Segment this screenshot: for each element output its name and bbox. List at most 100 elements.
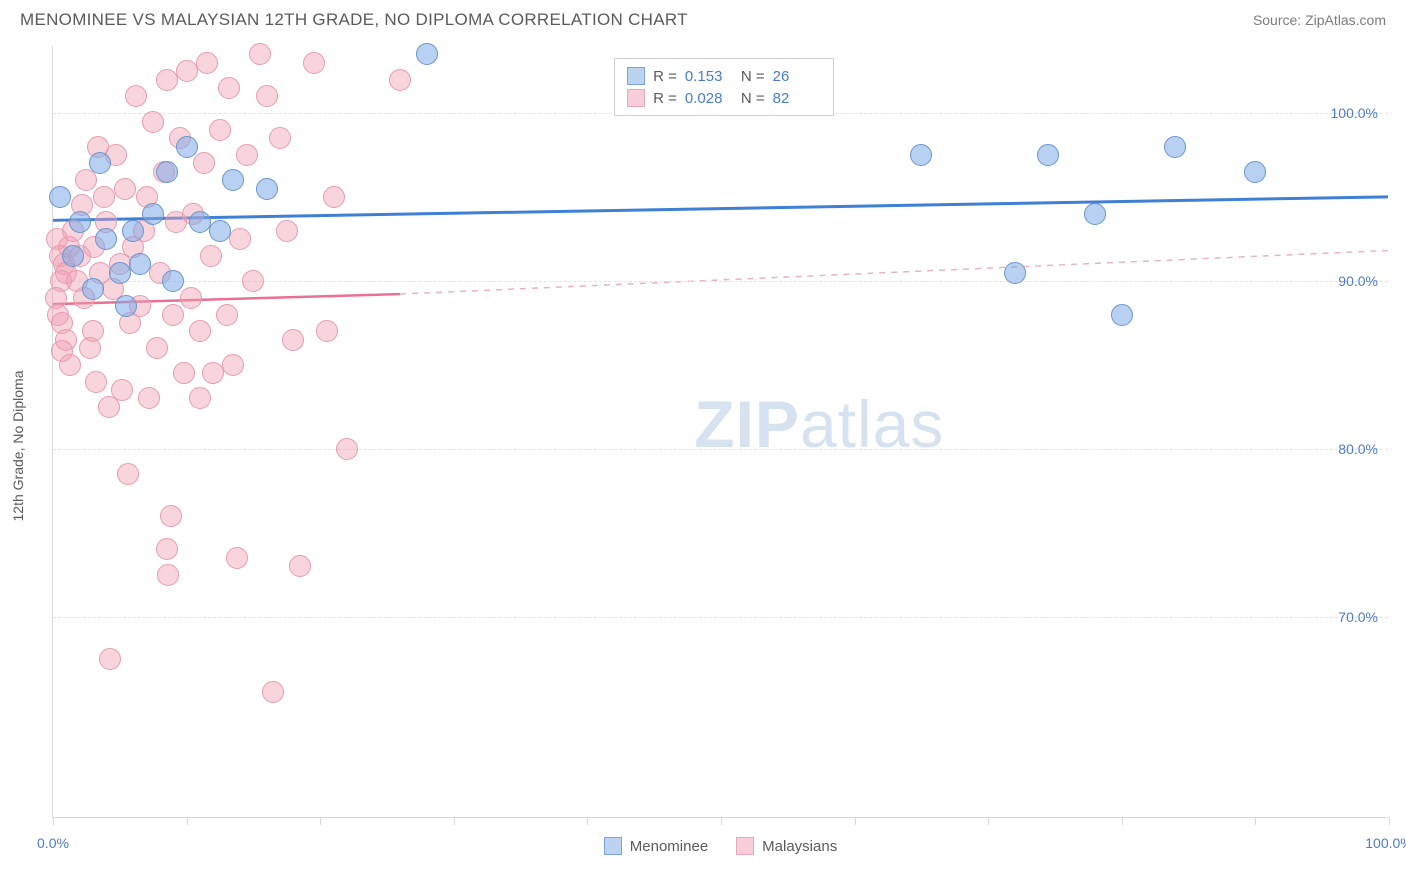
scatter-point xyxy=(109,262,131,284)
scatter-point xyxy=(222,354,244,376)
scatter-point xyxy=(156,538,178,560)
legend-swatch-2 xyxy=(736,837,754,855)
scatter-point xyxy=(156,69,178,91)
swatch-series2 xyxy=(627,89,645,107)
scatter-point xyxy=(200,245,222,267)
scatter-point xyxy=(216,304,238,326)
stat-row-series1: R = 0.153 N = 26 xyxy=(627,65,821,87)
scatter-point xyxy=(82,320,104,342)
xtick xyxy=(187,817,188,825)
scatter-point xyxy=(282,329,304,351)
trend-line xyxy=(53,197,1388,220)
scatter-point xyxy=(910,144,932,166)
scatter-point xyxy=(193,152,215,174)
scatter-point xyxy=(49,186,71,208)
scatter-point xyxy=(180,287,202,309)
scatter-point xyxy=(59,354,81,376)
scatter-point xyxy=(202,362,224,384)
scatter-point xyxy=(129,253,151,275)
scatter-point xyxy=(160,505,182,527)
xtick xyxy=(988,817,989,825)
scatter-point xyxy=(115,295,137,317)
scatter-point xyxy=(162,304,184,326)
scatter-point xyxy=(111,379,133,401)
scatter-point xyxy=(256,85,278,107)
scatter-point xyxy=(1004,262,1026,284)
scatter-point xyxy=(1084,203,1106,225)
xtick xyxy=(855,817,856,825)
scatter-point xyxy=(173,362,195,384)
scatter-point xyxy=(99,648,121,670)
scatter-point xyxy=(189,320,211,342)
legend-swatch-1 xyxy=(604,837,622,855)
scatter-point xyxy=(117,463,139,485)
legend-label-2: Malaysians xyxy=(762,838,837,855)
gridline-h xyxy=(53,617,1388,618)
scatter-point xyxy=(416,43,438,65)
scatter-point xyxy=(336,438,358,460)
scatter-point xyxy=(189,211,211,233)
xtick xyxy=(721,817,722,825)
legend-item-series2: Malaysians xyxy=(736,837,837,855)
scatter-point xyxy=(256,178,278,200)
xtick xyxy=(1255,817,1256,825)
scatter-point xyxy=(189,387,211,409)
stat-n-label: N = xyxy=(741,68,765,85)
legend-item-series1: Menominee xyxy=(604,837,708,855)
ytick-label: 100.0% xyxy=(1331,105,1378,121)
scatter-point xyxy=(176,60,198,82)
xtick xyxy=(454,817,455,825)
gridline-h xyxy=(53,449,1388,450)
chart-area: ZIPatlas 70.0%80.0%90.0%100.0%0.0%100.0%… xyxy=(52,46,1388,818)
scatter-point xyxy=(95,228,117,250)
scatter-point xyxy=(142,111,164,133)
xtick xyxy=(1389,817,1390,825)
source-label: Source: ZipAtlas.com xyxy=(1253,12,1386,28)
ytick-label: 70.0% xyxy=(1338,609,1378,625)
xtick xyxy=(320,817,321,825)
stat-r-value-2: 0.028 xyxy=(685,90,733,107)
scatter-point xyxy=(157,564,179,586)
stat-n-value-1: 26 xyxy=(773,68,821,85)
scatter-point xyxy=(226,547,248,569)
scatter-point xyxy=(242,270,264,292)
ytick-label: 80.0% xyxy=(1338,441,1378,457)
stat-n-value-2: 82 xyxy=(773,90,821,107)
ytick-label: 90.0% xyxy=(1338,273,1378,289)
scatter-point xyxy=(138,387,160,409)
scatter-point xyxy=(114,178,136,200)
legend-label-1: Menominee xyxy=(630,838,708,855)
scatter-point xyxy=(269,127,291,149)
scatter-point xyxy=(196,52,218,74)
scatter-point xyxy=(209,119,231,141)
scatter-point xyxy=(316,320,338,342)
scatter-point xyxy=(289,555,311,577)
trend-line xyxy=(400,250,1388,294)
correlation-stats-box: R = 0.153 N = 26 R = 0.028 N = 82 xyxy=(614,58,834,116)
stat-r-label: R = xyxy=(653,90,677,107)
xtick xyxy=(1122,817,1123,825)
scatter-point xyxy=(156,161,178,183)
scatter-point xyxy=(122,220,144,242)
scatter-point xyxy=(93,186,115,208)
chart-title: MENOMINEE VS MALAYSIAN 12TH GRADE, NO DI… xyxy=(20,10,688,30)
scatter-point xyxy=(303,52,325,74)
scatter-point xyxy=(323,186,345,208)
scatter-point xyxy=(125,85,147,107)
scatter-point xyxy=(218,77,240,99)
xtick xyxy=(587,817,588,825)
scatter-point xyxy=(249,43,271,65)
scatter-point xyxy=(89,152,111,174)
stat-r-value-1: 0.153 xyxy=(685,68,733,85)
scatter-point xyxy=(69,211,91,233)
scatter-point xyxy=(262,681,284,703)
scatter-point xyxy=(222,169,244,191)
scatter-point xyxy=(389,69,411,91)
scatter-point xyxy=(1244,161,1266,183)
scatter-point xyxy=(1111,304,1133,326)
scatter-point xyxy=(142,203,164,225)
scatter-point xyxy=(276,220,298,242)
bottom-legend: Menominee Malaysians xyxy=(53,837,1388,855)
scatter-point xyxy=(1164,136,1186,158)
stat-row-series2: R = 0.028 N = 82 xyxy=(627,87,821,109)
